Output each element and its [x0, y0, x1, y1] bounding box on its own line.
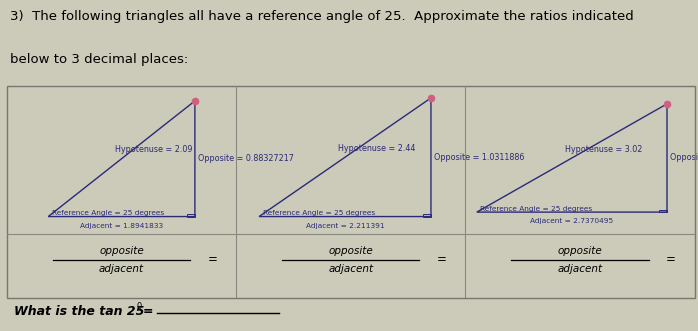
Text: Opposite = 1.0311886: Opposite = 1.0311886 [434, 153, 525, 162]
Text: Opposite = 1.276307: Opposite = 1.276307 [671, 154, 698, 163]
Text: 3)  The following triangles all have a reference angle of 25.  Approximate the r: 3) The following triangles all have a re… [10, 10, 634, 23]
Text: opposite: opposite [558, 246, 602, 256]
Text: What is the tan 25: What is the tan 25 [14, 305, 144, 318]
Text: below to 3 decimal places:: below to 3 decimal places: [10, 53, 188, 66]
Text: adjacent: adjacent [558, 264, 602, 274]
Text: Reference Angle = 25 degrees: Reference Angle = 25 degrees [480, 206, 593, 212]
Text: Adjacent = 2.7370495: Adjacent = 2.7370495 [530, 218, 614, 224]
Text: Hypotenuse = 2.44: Hypotenuse = 2.44 [338, 144, 415, 153]
Text: =: = [666, 253, 676, 266]
Text: =: = [207, 253, 217, 266]
Text: Adjacent = 1.8941833: Adjacent = 1.8941833 [80, 223, 163, 229]
Text: Adjacent = 2.211391: Adjacent = 2.211391 [306, 223, 385, 229]
Text: Hypotenuse = 2.09: Hypotenuse = 2.09 [114, 146, 192, 155]
Text: adjacent: adjacent [328, 264, 373, 274]
Text: 0: 0 [136, 302, 142, 311]
Text: Opposite = 0.88327217: Opposite = 0.88327217 [198, 154, 295, 163]
Text: opposite: opposite [328, 246, 373, 256]
Text: =: = [143, 305, 158, 318]
Text: Reference Angle = 25 degrees: Reference Angle = 25 degrees [262, 210, 375, 216]
Text: opposite: opposite [99, 246, 144, 256]
Text: =: = [437, 253, 447, 266]
Text: Reference Angle = 25 degrees: Reference Angle = 25 degrees [52, 210, 164, 216]
Text: Hypotenuse = 3.02: Hypotenuse = 3.02 [565, 145, 642, 154]
Text: adjacent: adjacent [99, 264, 144, 274]
